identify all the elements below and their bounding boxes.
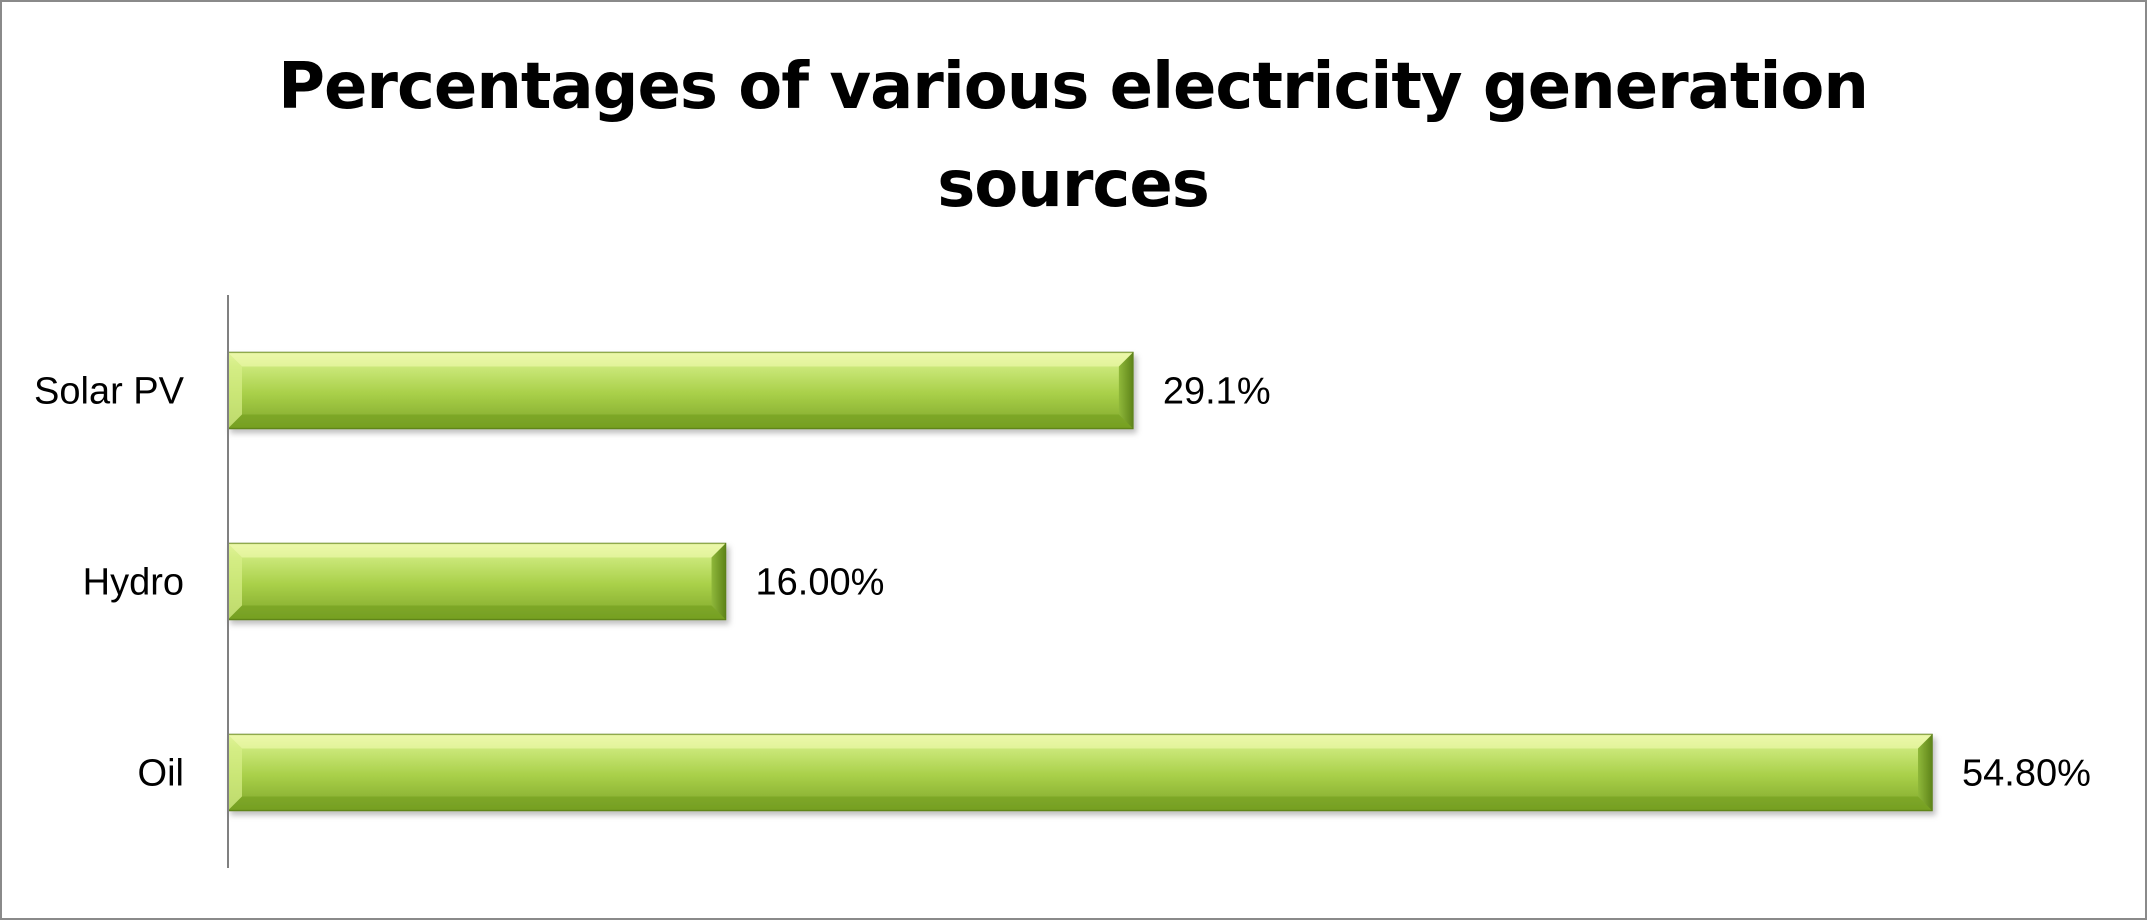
bar-hydro: [227, 542, 727, 621]
category-label-solar-pv: Solar PV: [34, 371, 185, 413]
category-label-oil: Oil: [138, 753, 184, 795]
value-label-hydro: 16.00%: [756, 562, 885, 604]
category-label-hydro: Hydro: [83, 562, 184, 604]
bar-solar-pv: [227, 351, 1134, 430]
value-label-oil: 54.80%: [1962, 753, 2091, 795]
chart-title: Percentages of various electricity gener…: [278, 50, 1869, 222]
value-label-solar-pv: 29.1%: [1163, 371, 1271, 413]
bar-oil: [227, 733, 1933, 812]
